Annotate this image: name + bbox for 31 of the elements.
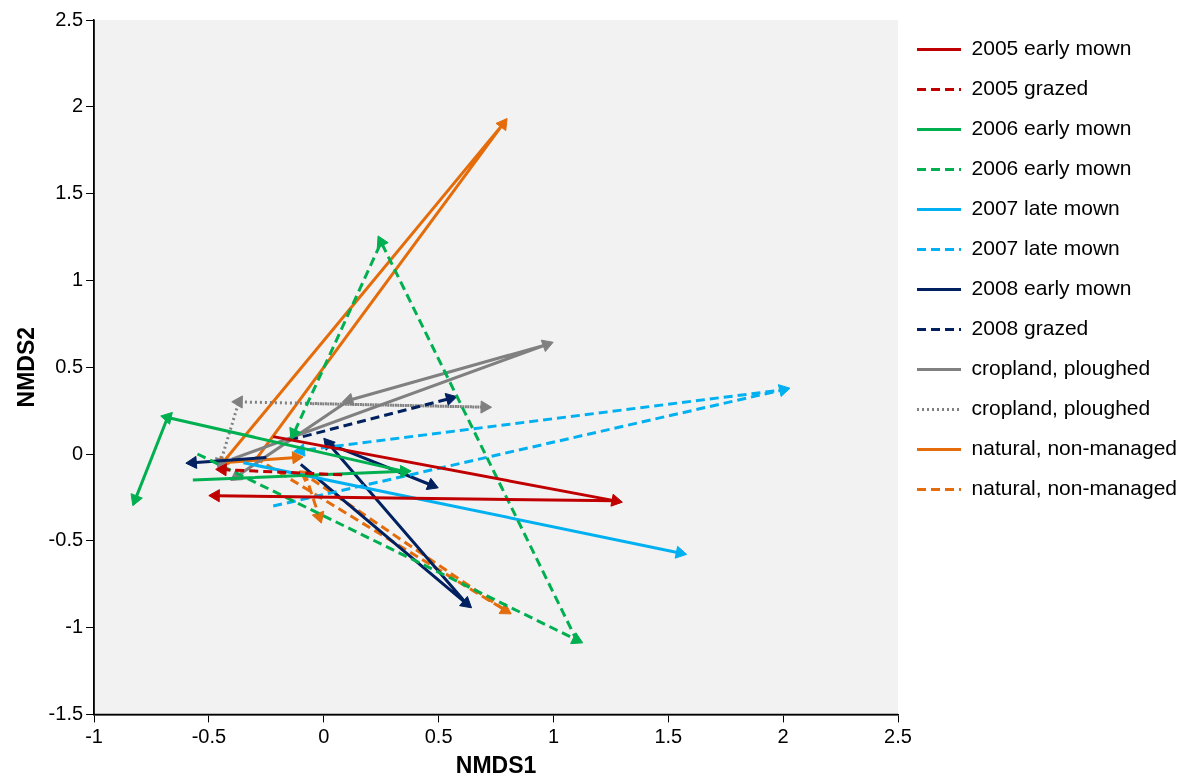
y-tick-label: 0.5 [55, 354, 84, 377]
x-tick-label: 1.5 [654, 724, 683, 747]
legend-label: 2007 late mown [971, 236, 1120, 260]
x-tick-label: -0.5 [191, 724, 227, 747]
y-tick-label: -1.5 [48, 701, 84, 724]
x-tick-label: 0.5 [424, 724, 453, 747]
y-tick-label: 2 [71, 94, 84, 117]
y-axis-title: NMDS2 [13, 326, 40, 408]
y-tick-label: 1 [71, 267, 84, 290]
legend-label: 2007 late mown [971, 196, 1120, 220]
y-tick-label: 0 [71, 441, 84, 464]
y-tick-label: 2.5 [55, 7, 84, 30]
legend-label: 2005 grazed [971, 76, 1089, 100]
legend-label: cropland, ploughed [971, 356, 1151, 380]
legend-label: 2008 grazed [971, 316, 1089, 340]
legend-label: natural, non-managed [971, 476, 1178, 500]
legend-label: 2005 early mown [971, 36, 1132, 60]
y-tick-label: 1.5 [55, 181, 84, 204]
legend-label: 2008 early mown [971, 276, 1132, 300]
x-axis-title: NMDS1 [455, 751, 537, 778]
x-tick-label: -1 [85, 724, 103, 747]
x-tick-label: 2.5 [884, 724, 912, 747]
x-tick-label: 2 [777, 724, 789, 747]
legend-label: natural, non-managed [971, 436, 1178, 460]
legend-label: 2006 early mown [971, 156, 1132, 180]
x-tick-label: 1 [547, 724, 560, 747]
legend-label: cropland, ploughed [971, 396, 1151, 420]
y-tick-label: -0.5 [48, 528, 84, 551]
legend-label: 2006 early mown [971, 116, 1132, 140]
x-tick-label: 0 [318, 724, 330, 747]
y-tick-label: -1 [65, 615, 84, 638]
